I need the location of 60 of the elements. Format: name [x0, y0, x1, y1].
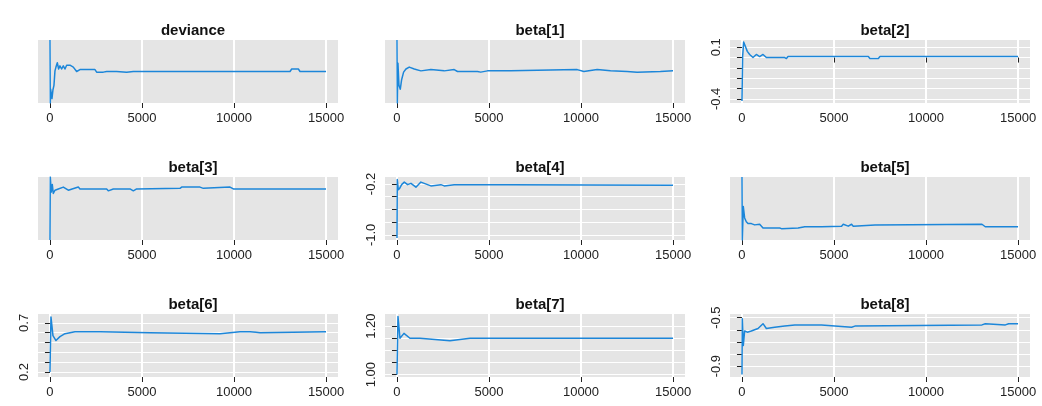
x-tick-label: 0	[738, 247, 746, 262]
chart-title: beta[8]	[860, 295, 910, 312]
x-tick-label: 10000	[907, 384, 945, 399]
y-tick-label: 0.2	[16, 363, 31, 382]
x-tick-label: 0	[393, 110, 401, 125]
x-tick-label: 10000	[562, 110, 600, 125]
x-tick-label: 5000	[127, 384, 157, 399]
x-tick-label: 5000	[474, 110, 504, 125]
x-tick-label: 10000	[215, 384, 253, 399]
y-tick-label: -0.5	[708, 306, 723, 329]
line-series	[49, 316, 327, 373]
x-tick-label: 10000	[907, 110, 945, 125]
x-tick-label: 15000	[307, 384, 345, 399]
x-tick-label: 5000	[474, 247, 504, 262]
y-tick-label: 1.20	[363, 313, 378, 339]
x-tick-label: 0	[738, 110, 746, 125]
y-tick-label: 0.1	[708, 38, 723, 57]
x-tick-label: 0	[46, 247, 54, 262]
x-tick-label: 5000	[127, 110, 157, 125]
x-tick-label: 10000	[215, 110, 253, 125]
y-tick-label: -0.9	[708, 354, 723, 378]
x-tick-label: 10000	[215, 247, 253, 262]
line-series	[396, 178, 674, 239]
x-tick-label: 10000	[907, 247, 945, 262]
line-series	[741, 318, 1019, 376]
y-tick-label: 0.7	[16, 313, 31, 332]
chart-title: beta[4]	[515, 158, 565, 175]
x-tick-label: 0	[46, 110, 54, 125]
chart-title: beta[3]	[168, 158, 218, 175]
chart-title: beta[7]	[515, 295, 565, 312]
x-tick-label: 5000	[819, 247, 849, 262]
x-tick-label: 15000	[999, 247, 1037, 262]
x-tick-label: 5000	[819, 110, 849, 125]
chart-title: beta[2]	[860, 21, 910, 38]
chart-title: beta[5]	[860, 158, 910, 175]
x-tick-label: 0	[393, 247, 401, 262]
chart-title: deviance	[160, 21, 226, 38]
line-series	[396, 315, 674, 376]
x-tick-label: 15000	[999, 384, 1037, 399]
x-tick-label: 5000	[819, 384, 849, 399]
y-tick-label: -1.0	[363, 223, 378, 247]
y-tick-label: -0.4	[708, 87, 723, 111]
x-tick-label: 15000	[307, 110, 345, 125]
line-series	[741, 41, 1019, 102]
x-tick-label: 5000	[474, 384, 504, 399]
x-tick-label: 15000	[654, 384, 692, 399]
x-tick-label: 0	[393, 384, 401, 399]
y-tick-label: 1.00	[363, 361, 378, 388]
chart-title: beta[1]	[515, 21, 565, 38]
x-tick-label: 5000	[127, 247, 157, 262]
x-tick-label: 15000	[307, 247, 345, 262]
y-tick-label: -0.2	[363, 172, 378, 196]
x-tick-label: 15000	[654, 247, 692, 262]
x-tick-label: 15000	[654, 110, 692, 125]
x-tick-label: 10000	[562, 247, 600, 262]
x-tick-label: 0	[738, 384, 746, 399]
chart-title: beta[6]	[168, 295, 218, 312]
x-tick-label: 0	[46, 384, 54, 399]
x-tick-label: 15000	[999, 110, 1037, 125]
x-tick-label: 10000	[562, 384, 600, 399]
